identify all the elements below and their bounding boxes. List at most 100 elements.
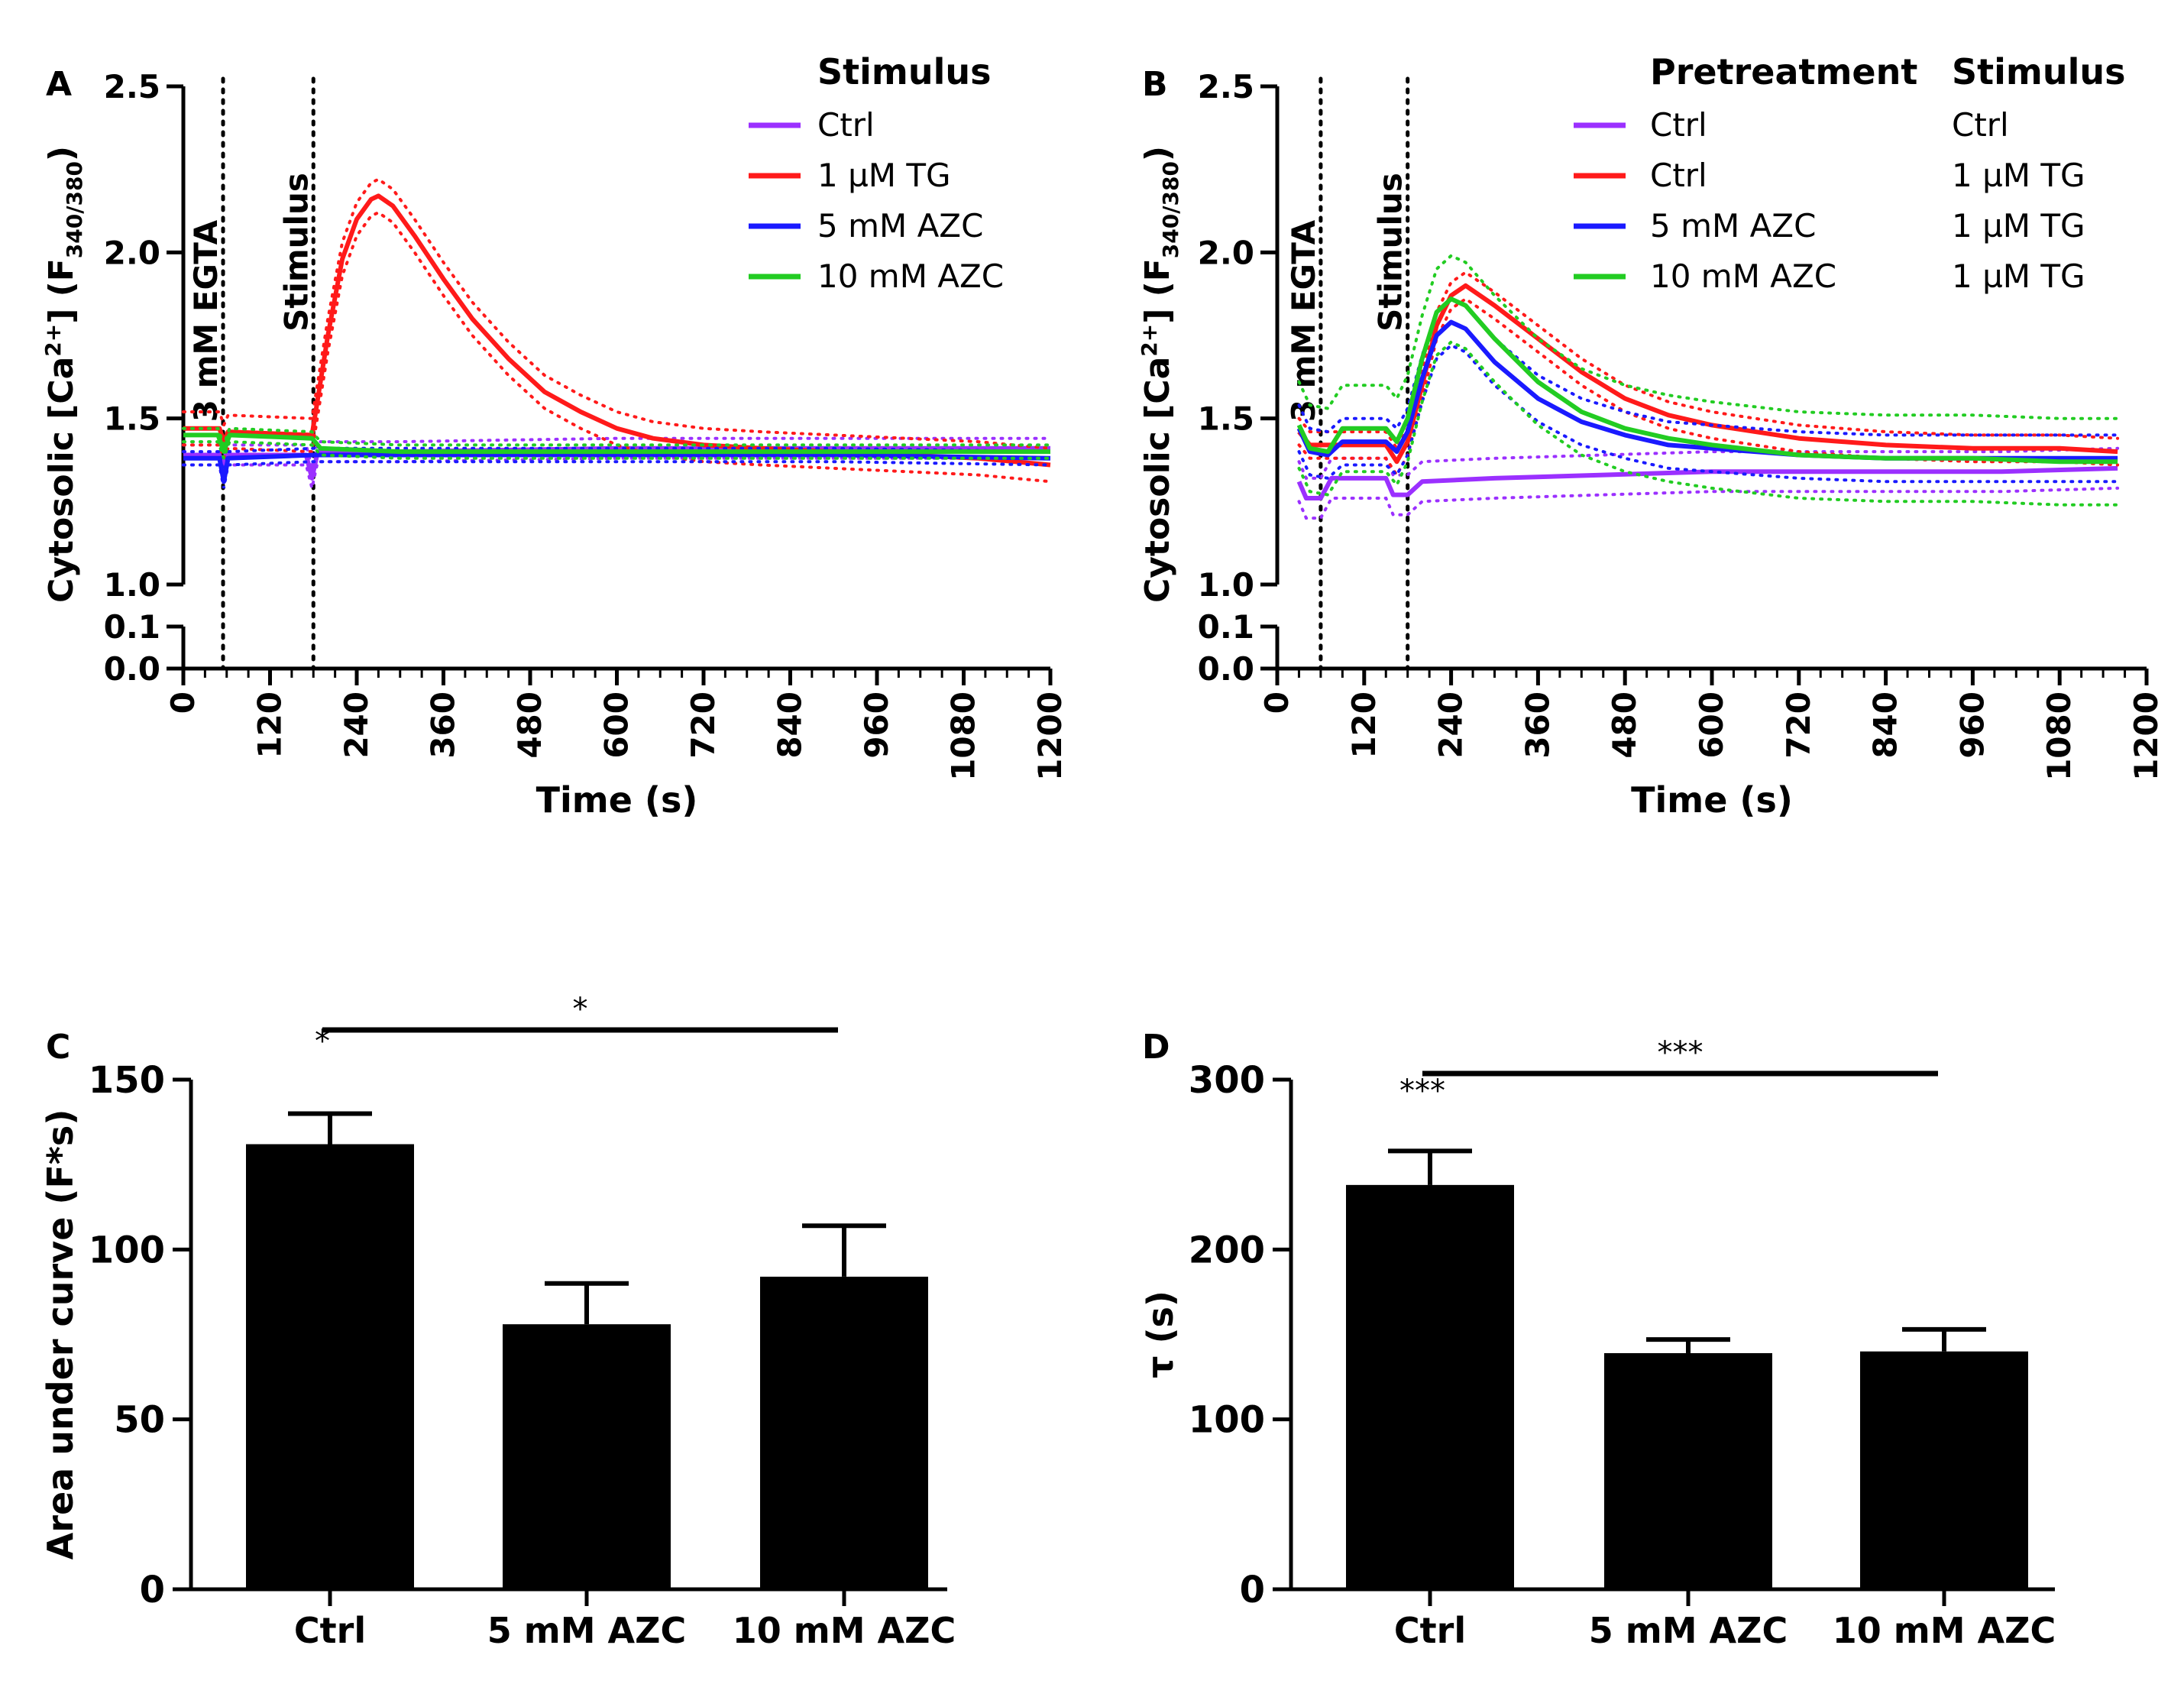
legend-label: Ctrl xyxy=(1650,157,1707,194)
series-2 xyxy=(182,177,1052,484)
x-tick-label: 720 xyxy=(1780,691,1817,759)
bar xyxy=(1346,1184,1514,1589)
y-tick-label: 200 xyxy=(1189,1229,1265,1271)
legend-label: 1 µM TG xyxy=(817,157,951,194)
y-axis-label-part: ) xyxy=(1138,146,1177,161)
y-tick-label: 0.0 xyxy=(104,650,160,688)
x-axis-label: Time (s) xyxy=(1631,779,1793,821)
panel-letter: C xyxy=(46,1028,70,1067)
y-axis-label-sup: 2+ xyxy=(1137,324,1162,357)
y-tick-label: 100 xyxy=(89,1229,165,1271)
y-tick-label: 0.0 xyxy=(1198,650,1254,688)
y-tick-label: 1.0 xyxy=(104,566,160,604)
y-axis-label-sub: 340/380 xyxy=(62,161,87,258)
y-tick-label: 0.1 xyxy=(1198,608,1254,646)
event-label: 3 mM EGTA xyxy=(1285,219,1322,422)
legend-label: 10 mM AZC xyxy=(1650,257,1836,295)
legend-header: Stimulus xyxy=(817,51,991,92)
legend: Pretreatment Stimulus Ctrl Ctrl Ctrl 1 µM TG 5… xyxy=(1574,51,2125,295)
x-tick-label: 480 xyxy=(1606,691,1643,759)
y-tick-label: 2.5 xyxy=(104,68,160,105)
series-sem-lower xyxy=(1297,343,2120,484)
legend: Stimulus Ctrl 1 µM TG 5 mM AZC 10 mM AZC xyxy=(749,51,1004,295)
x-tick-label: 1080 xyxy=(2040,691,2078,781)
bar xyxy=(246,1144,414,1589)
series-sem-upper xyxy=(1297,270,2120,452)
x-tick-label: 120 xyxy=(1345,691,1383,759)
y-tick-label: 2.5 xyxy=(1198,68,1254,105)
category-label: 5 mM AZC xyxy=(1589,1610,1788,1651)
y-tick-label: 0.1 xyxy=(104,608,160,646)
y-tick-label: 0 xyxy=(1240,1569,1265,1611)
event-label: 3 mM EGTA xyxy=(187,219,225,422)
legend-label: Ctrl xyxy=(1650,106,1707,144)
x-tick-label: 600 xyxy=(1693,691,1730,759)
category-label: 5 mM AZC xyxy=(487,1610,686,1651)
series-line xyxy=(183,193,1051,468)
y-axis-label: Area under curve (F*s) xyxy=(40,1109,81,1560)
legend-label: 10 mM AZC xyxy=(817,257,1004,295)
x-tick-label: 480 xyxy=(511,691,548,759)
x-axis-label: Time (s) xyxy=(536,779,698,821)
x-tick-label: 120 xyxy=(251,691,289,759)
legend-header: Pretreatment xyxy=(1650,51,1917,92)
x-tick-label: 240 xyxy=(338,691,375,759)
y-tick-label: 2.0 xyxy=(1198,234,1254,271)
x-tick-label: 360 xyxy=(425,691,462,759)
y-tick-label: 150 xyxy=(89,1059,165,1102)
y-axis-label: τ (s) xyxy=(1140,1291,1181,1378)
y-tick-label: 1.5 xyxy=(1198,400,1254,438)
series-sem-upper xyxy=(1297,446,2120,480)
series-sem-upper xyxy=(182,177,1052,450)
x-tick-label: 960 xyxy=(858,691,895,759)
y-tick-label: 50 xyxy=(114,1399,165,1442)
x-tick-label: 1200 xyxy=(2127,691,2165,781)
x-tick-label: 240 xyxy=(1432,691,1470,759)
y-axis-label-part: ] (F xyxy=(42,258,81,324)
y-axis-label-sub: 340/380 xyxy=(1158,161,1183,258)
bar xyxy=(760,1276,928,1589)
series-3 xyxy=(182,446,1052,489)
bar-panel-D: D 0 100 200 300 τ (s) Ctrl 5 mM AZC 10 mM AZC ***… xyxy=(1140,1028,2056,1651)
panel-letter: D xyxy=(1142,1028,1170,1067)
panel-letter: B xyxy=(1142,65,1168,104)
y-tick-label: 0 xyxy=(140,1569,165,1611)
event-label: Stimulus xyxy=(1372,173,1409,332)
x-tick-label: 960 xyxy=(1953,691,1991,759)
x-tick-label: 0 xyxy=(1258,691,1296,714)
series-line xyxy=(183,432,1050,455)
line-panel-B: B 1.0 1.5 2.0 2.5 0.0 0.1 0 120 240 360 480 600 720 84… xyxy=(1137,51,2165,821)
y-axis-label-part: ] (F xyxy=(1138,258,1177,324)
legend-label: 1 µM TG xyxy=(1952,257,2085,295)
panel-letter: A xyxy=(46,65,72,104)
y-axis-label-part: Cytosolic [Ca xyxy=(42,357,81,603)
legend-header: Stimulus xyxy=(1952,51,2125,92)
y-tick-label: 300 xyxy=(1189,1059,1265,1102)
y-axis-label-sup: 2+ xyxy=(40,324,66,357)
bar xyxy=(1860,1351,2028,1589)
category-label: 10 mM AZC xyxy=(733,1610,956,1651)
y-tick-label: 100 xyxy=(1189,1399,1265,1442)
x-tick-label: 720 xyxy=(684,691,722,759)
legend-label: 5 mM AZC xyxy=(1650,207,1816,245)
y-tick-label: 1.0 xyxy=(1198,566,1254,604)
x-tick-label: 1080 xyxy=(945,691,982,781)
x-tick-label: 360 xyxy=(1519,691,1556,759)
x-tick-label: 600 xyxy=(598,691,636,759)
category-label: 10 mM AZC xyxy=(1833,1610,2056,1651)
significance-label: *** xyxy=(1658,1035,1704,1070)
category-label: Ctrl xyxy=(1394,1610,1466,1651)
legend-label: 1 µM TG xyxy=(1952,207,2085,245)
x-tick-label: 1200 xyxy=(1031,691,1069,781)
series-4 xyxy=(1296,254,2120,507)
bar xyxy=(1604,1352,1772,1589)
y-axis-label-part: ) xyxy=(42,146,81,161)
significance-label: * xyxy=(573,992,588,1027)
series-4 xyxy=(182,426,1052,463)
y-tick-label: 2.0 xyxy=(104,234,160,271)
line-panel-A: A 1.0 1.5 2.0 2.5 0.0 0.1 0 120 240 360 480 600 720 84… xyxy=(40,51,1069,821)
series-sem-lower xyxy=(182,210,1052,484)
series-line xyxy=(183,452,1051,484)
